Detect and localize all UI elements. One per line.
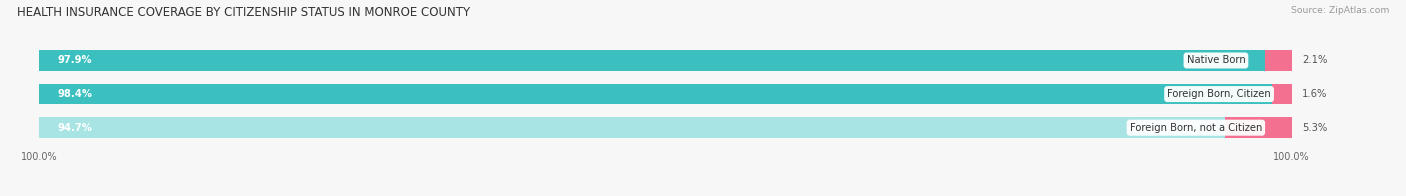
Text: 100.0%: 100.0%	[1274, 152, 1310, 162]
Text: Foreign Born, not a Citizen: Foreign Born, not a Citizen	[1129, 123, 1263, 133]
Text: Source: ZipAtlas.com: Source: ZipAtlas.com	[1291, 6, 1389, 15]
Text: 1.6%: 1.6%	[1302, 89, 1327, 99]
Bar	[39, 117, 1226, 138]
Text: 2.1%: 2.1%	[1302, 55, 1327, 65]
Bar	[39, 50, 1292, 71]
Text: 100.0%: 100.0%	[21, 152, 58, 162]
Text: 5.3%: 5.3%	[1302, 123, 1327, 133]
Bar	[1271, 84, 1292, 104]
Text: Foreign Born, Citizen: Foreign Born, Citizen	[1167, 89, 1271, 99]
Bar	[1265, 50, 1292, 71]
Text: 94.7%: 94.7%	[58, 123, 93, 133]
Bar	[39, 84, 1292, 104]
Bar	[39, 84, 1271, 104]
Bar	[39, 117, 1292, 138]
Text: Native Born: Native Born	[1187, 55, 1246, 65]
Bar	[39, 50, 1265, 71]
Bar	[1226, 117, 1292, 138]
Text: 97.9%: 97.9%	[58, 55, 93, 65]
Text: 98.4%: 98.4%	[58, 89, 93, 99]
Text: HEALTH INSURANCE COVERAGE BY CITIZENSHIP STATUS IN MONROE COUNTY: HEALTH INSURANCE COVERAGE BY CITIZENSHIP…	[17, 6, 470, 19]
